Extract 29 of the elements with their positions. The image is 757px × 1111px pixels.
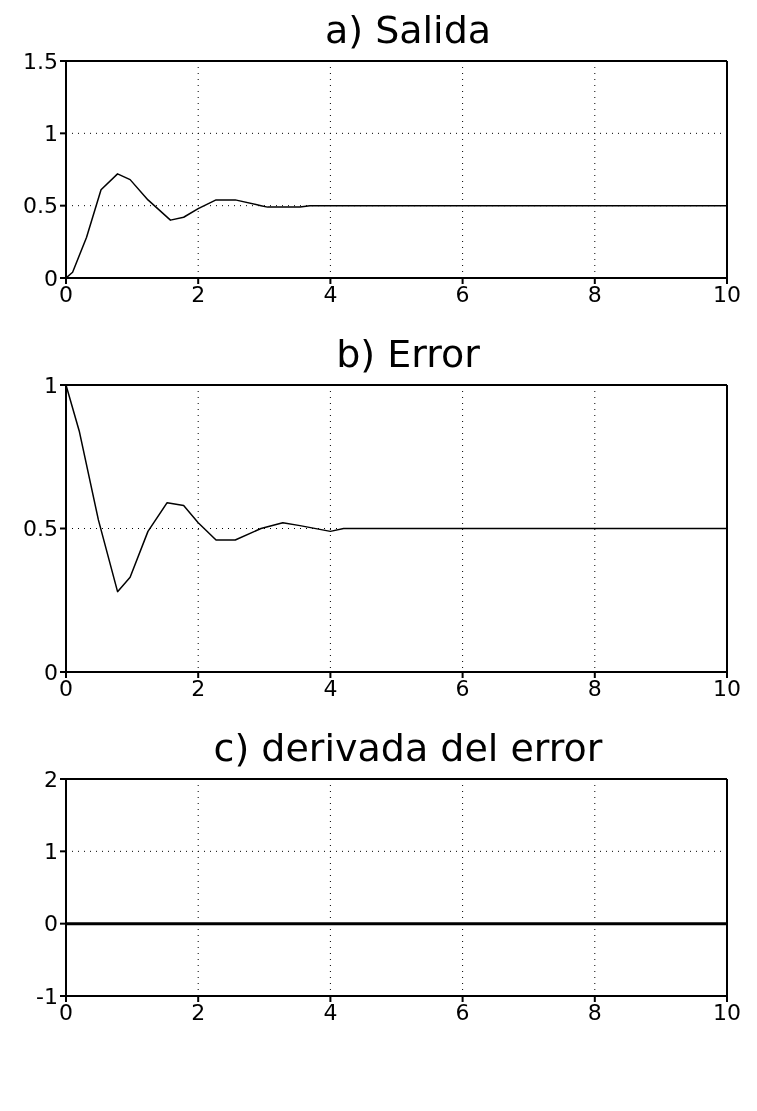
x-tick-label: 4 xyxy=(323,999,338,1025)
chart-title: a) Salida xyxy=(324,8,492,52)
y-tick-label: 0 xyxy=(44,659,58,685)
x-tick-label: 2 xyxy=(191,999,206,1025)
x-tick-label: 6 xyxy=(455,999,470,1025)
x-tick-label: 8 xyxy=(587,281,602,307)
chart-title: b) Error xyxy=(336,332,480,376)
y-tick-label: 2 xyxy=(44,766,58,792)
y-tick-label: 1 xyxy=(44,839,58,865)
x-tick-label: 4 xyxy=(323,281,338,307)
x-tick-label: 8 xyxy=(587,999,602,1025)
x-tick-label: 8 xyxy=(587,675,602,701)
y-tick-label: 1 xyxy=(44,372,58,398)
y-tick-label: 0.5 xyxy=(23,516,58,542)
x-tick-label: 4 xyxy=(323,675,338,701)
x-tick-label: 2 xyxy=(191,675,206,701)
y-tick-label: 1 xyxy=(44,121,58,147)
x-tick-label: 10 xyxy=(713,999,741,1025)
chart-title: c) derivada del error xyxy=(213,726,603,770)
y-tick-label: -1 xyxy=(36,983,58,1009)
x-tick-label: 2 xyxy=(191,281,206,307)
x-tick-label: 6 xyxy=(455,675,470,701)
x-tick-label: 6 xyxy=(455,281,470,307)
y-tick-label: 0 xyxy=(44,265,58,291)
x-tick-label: 10 xyxy=(713,675,741,701)
y-tick-label: 0 xyxy=(44,911,58,937)
x-tick-label: 10 xyxy=(713,281,741,307)
y-tick-label: 1.5 xyxy=(23,48,58,74)
y-tick-label: 0.5 xyxy=(23,193,58,219)
